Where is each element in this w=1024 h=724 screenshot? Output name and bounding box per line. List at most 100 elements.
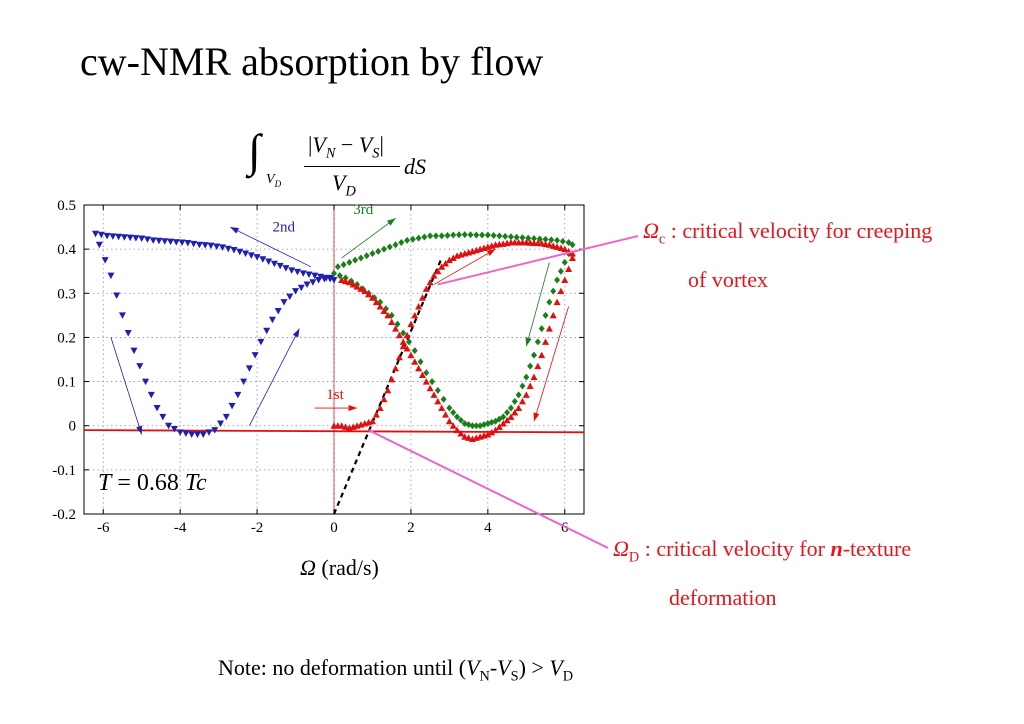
data-point	[568, 250, 576, 257]
data-point	[380, 395, 388, 403]
data-point	[205, 429, 213, 436]
omega-d-pointer	[368, 429, 609, 549]
data-point	[346, 258, 353, 266]
data-point	[399, 342, 407, 350]
data-point	[142, 378, 150, 386]
x-tick-label: 6	[561, 520, 569, 536]
data-point	[549, 311, 557, 319]
formula-numerator: |VN − VS|	[308, 132, 384, 162]
data-point	[92, 230, 100, 238]
data-point	[259, 256, 267, 263]
data-point	[388, 375, 396, 383]
data-point	[472, 434, 480, 441]
data-point	[286, 293, 294, 301]
data-point	[395, 331, 403, 339]
data-point	[496, 232, 503, 240]
data-point	[199, 431, 207, 439]
data-point	[352, 256, 359, 264]
data-point	[342, 423, 350, 430]
arrow-1st-up-head	[292, 328, 300, 338]
data-point	[349, 280, 357, 288]
data-point	[115, 233, 123, 241]
data-point	[538, 325, 545, 333]
data-point	[388, 318, 396, 325]
chart-marks	[92, 230, 576, 442]
data-point	[411, 358, 419, 365]
data-point	[457, 416, 464, 424]
formula-denominator: VD	[332, 170, 356, 200]
data-point	[422, 285, 430, 292]
data-point	[178, 239, 186, 247]
data-point	[188, 431, 196, 439]
data-point	[257, 338, 265, 346]
data-point	[403, 331, 411, 339]
fraction-bar	[304, 166, 400, 167]
data-point	[415, 303, 423, 310]
data-point	[213, 243, 221, 250]
data-point	[557, 244, 565, 252]
data-point	[411, 347, 418, 355]
data-point	[195, 241, 203, 249]
data-point	[461, 420, 468, 428]
data-point	[190, 240, 198, 248]
data-point	[309, 279, 317, 286]
data-point	[265, 258, 273, 266]
x-tick-label: -2	[251, 520, 264, 536]
data-point	[234, 391, 242, 399]
arrow-red-down-head	[533, 412, 540, 422]
data-point	[467, 231, 474, 239]
data-point	[557, 267, 564, 275]
data-point	[400, 329, 407, 337]
integral-sign: ∫	[248, 125, 261, 176]
data-point	[511, 397, 518, 405]
data-point	[282, 265, 290, 272]
data-point	[315, 277, 323, 284]
data-point	[357, 254, 364, 262]
data-point	[449, 422, 457, 429]
data-point	[429, 378, 436, 386]
data-point	[409, 235, 416, 243]
data-point	[423, 369, 430, 377]
data-point	[418, 294, 426, 301]
data-point	[120, 234, 128, 241]
data-point	[375, 247, 382, 255]
x-tick-label: 0	[330, 520, 338, 536]
data-point	[434, 397, 442, 405]
data-point	[415, 234, 422, 242]
data-point	[484, 431, 492, 438]
data-point	[361, 287, 369, 295]
data-point	[165, 422, 173, 430]
data-point	[384, 311, 392, 319]
data-point	[534, 338, 541, 346]
data-point	[507, 404, 514, 412]
data-point	[503, 416, 511, 424]
data-point	[161, 238, 169, 245]
data-point	[550, 287, 557, 295]
data-point	[338, 422, 346, 429]
chart-series-labels: 2nd 3rd 1st	[272, 202, 373, 403]
data-point	[480, 432, 488, 439]
arrow-3rd-return-head	[525, 337, 532, 347]
y-tick-label: 0.2	[57, 330, 76, 346]
data-point	[561, 245, 569, 253]
omega-d-annotation: ΩD : critical velocity for n-texture	[613, 536, 912, 566]
data-point	[461, 231, 468, 239]
data-point	[561, 258, 568, 266]
data-point	[176, 429, 184, 436]
arrow-1st-up	[249, 328, 300, 426]
data-point	[473, 422, 480, 430]
data-point	[430, 272, 438, 279]
data-point	[155, 237, 163, 245]
baseline-red-line	[83, 429, 585, 434]
data-point	[338, 276, 346, 284]
data-point	[515, 404, 523, 412]
data-point	[340, 261, 347, 269]
data-point	[276, 262, 284, 270]
data-point	[149, 237, 157, 244]
arrow-3rd-head	[386, 218, 396, 226]
data-point	[207, 242, 215, 250]
data-point	[538, 351, 546, 359]
data-point	[353, 283, 361, 290]
critical-dashed-line	[332, 257, 443, 515]
data-point	[507, 233, 514, 241]
